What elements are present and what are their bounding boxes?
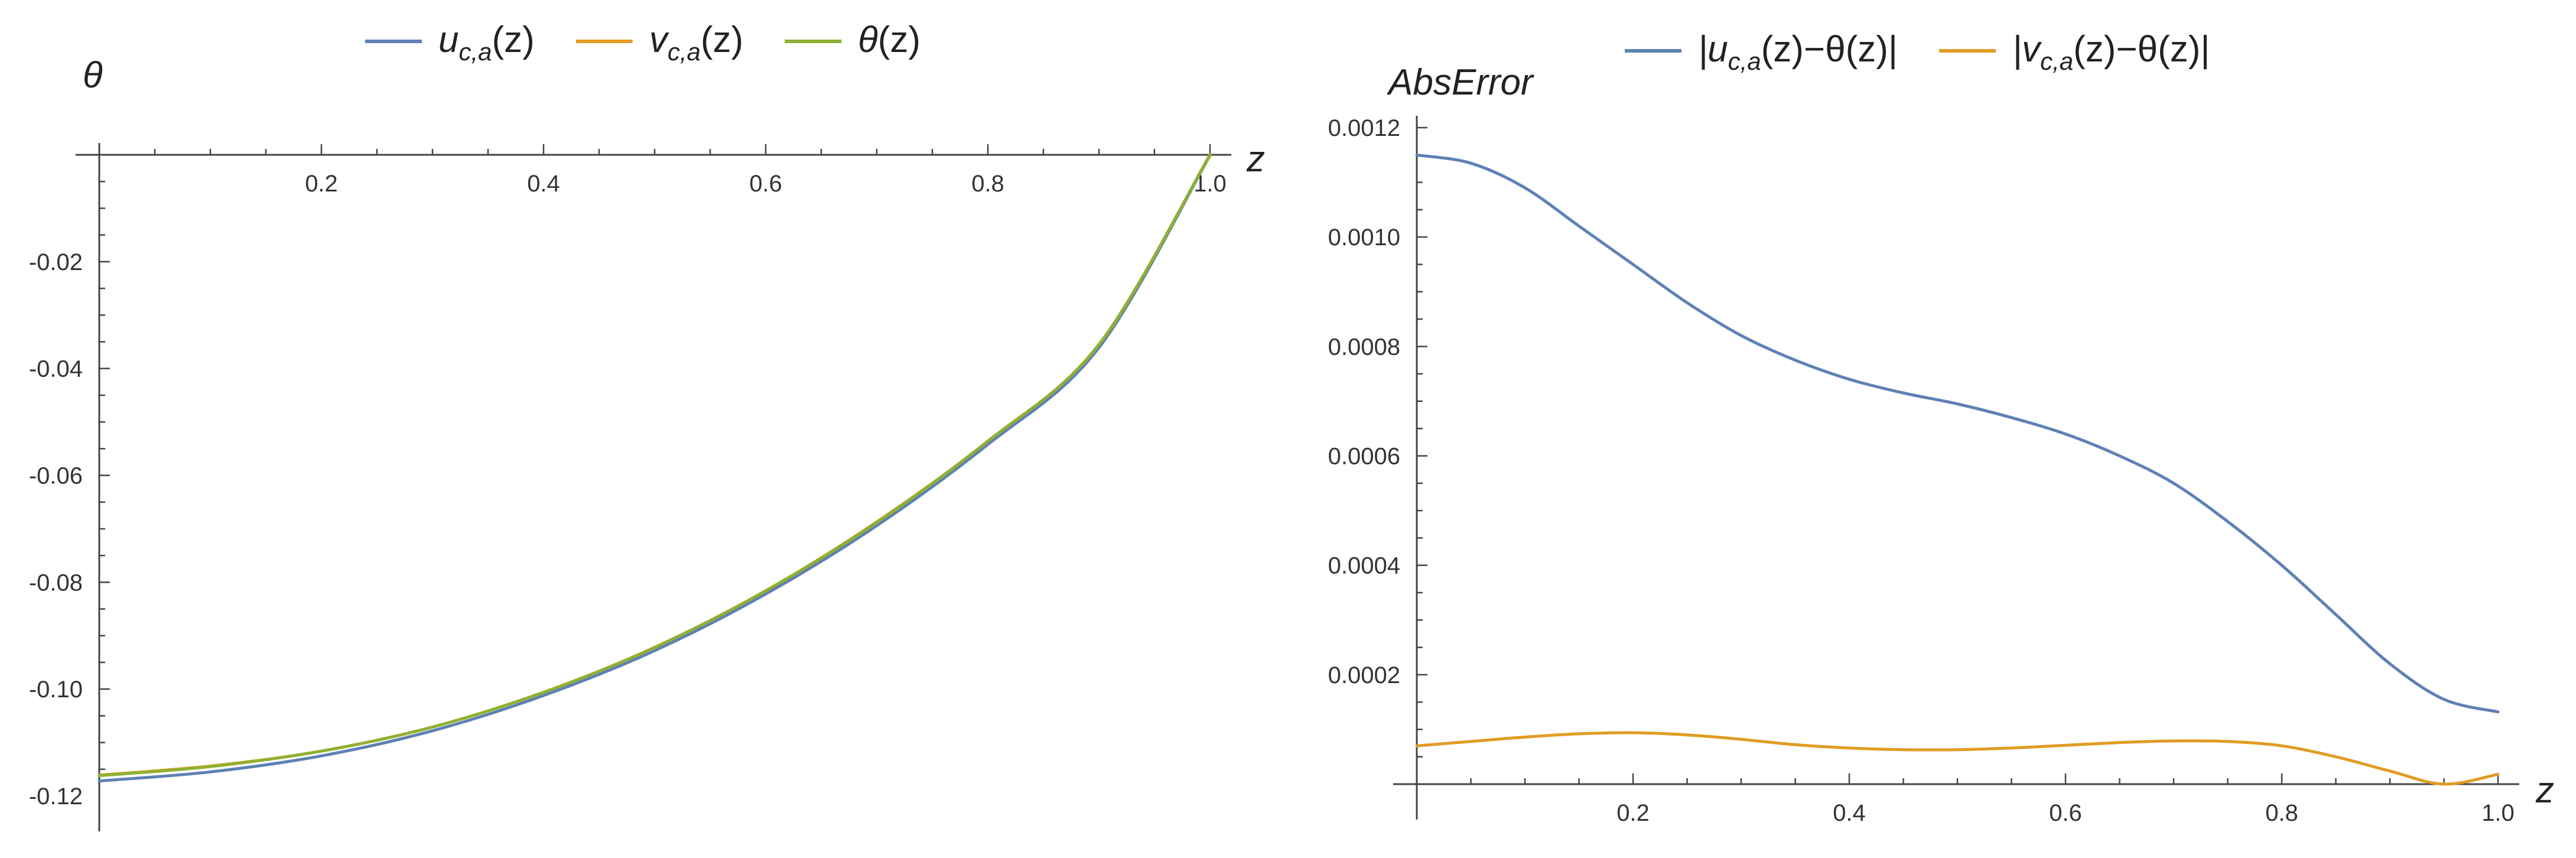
x-tick-label: 0.4 (1833, 800, 1866, 826)
x-axis-label: z (1246, 139, 1265, 180)
series-line-2 (1415, 731, 2500, 786)
chart-panel-2: 0.2 0.4 0.6 0.8 1.0 0.0002 0.0004 0.0006 0.0008 0… (1328, 29, 2554, 826)
y-tick-label: -0.10 (29, 677, 83, 703)
legend-item: θ(z) (785, 20, 921, 60)
y-tick-label: 0.0008 (1328, 334, 1400, 360)
y-tick-label: -0.06 (29, 463, 83, 489)
y-tick-label: -0.08 (29, 570, 83, 596)
chart-panel-1: 0.2 0.4 0.6 0.8 1.0-0.02-0.04-0.06-0.08-0.10… (29, 20, 1265, 831)
y-axis-label: AbsError (1386, 62, 1534, 103)
x-tick-label: 0.2 (305, 171, 338, 197)
x-tick-label: 0.6 (2049, 800, 2082, 826)
x-tick-label: 1.0 (2481, 800, 2515, 826)
y-tick-label: -0.12 (29, 784, 83, 810)
x-tick-label: 0.6 (749, 171, 782, 197)
y-tick-label: -0.02 (29, 249, 83, 275)
x-tick-label: 0.4 (527, 171, 560, 197)
x-tick-label: 0.2 (1616, 800, 1650, 826)
legend-item: uc,a(z) (365, 20, 535, 66)
y-tick-label: 0.0006 (1328, 444, 1400, 470)
y-tick-label: 0.0010 (1328, 225, 1400, 251)
legend-item: |uc,a(z)−θ(z)| (1625, 29, 1898, 75)
y-tick-label: 0.0004 (1328, 553, 1400, 579)
y-tick-label: 0.0012 (1328, 115, 1400, 141)
legend-label: vc,a(z) (649, 20, 743, 66)
series-line-1 (97, 154, 1212, 783)
x-axis-label: z (2535, 770, 2554, 811)
y-tick-label: 0.0002 (1328, 662, 1400, 688)
legend: uc,a(z) vc,a(z) θ(z) (365, 20, 921, 66)
series-line-1 (1415, 153, 2500, 714)
series-line-3 (97, 153, 1212, 778)
legend-label: |uc,a(z)−θ(z)| (1698, 29, 1898, 75)
x-tick-label: 0.8 (971, 171, 1004, 197)
legend-label: uc,a(z) (438, 20, 535, 66)
x-tick-label: 0.8 (2265, 800, 2298, 826)
y-axis-label: θ (83, 55, 103, 96)
legend-item: vc,a(z) (575, 20, 743, 66)
legend-item: |vc,a(z)−θ(z)| (1939, 29, 2210, 75)
legend: |uc,a(z)−θ(z)| |vc,a(z)−θ(z)| (1625, 29, 2210, 75)
legend-label: |vc,a(z)−θ(z)| (2012, 29, 2210, 75)
y-tick-label: -0.04 (29, 356, 83, 382)
legend-label: θ(z) (858, 20, 921, 60)
series-line-2 (97, 153, 1212, 777)
